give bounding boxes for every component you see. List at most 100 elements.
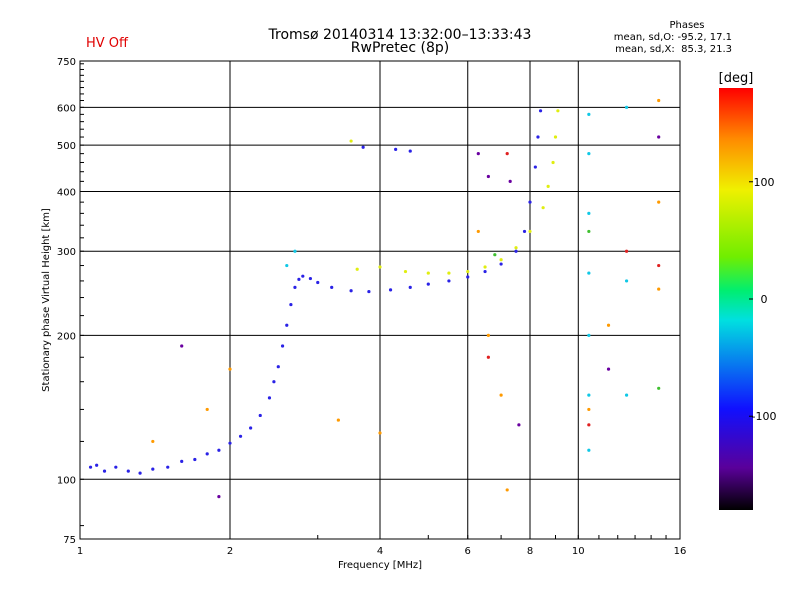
data-point xyxy=(293,285,297,290)
data-point xyxy=(657,98,661,103)
data-point xyxy=(378,431,382,435)
data-point xyxy=(151,439,155,444)
data-point xyxy=(426,282,430,286)
phase-summary-title: Phases xyxy=(669,20,705,31)
data-point xyxy=(308,276,313,281)
data-point xyxy=(394,147,398,151)
data-point xyxy=(228,441,232,445)
data-point xyxy=(499,393,503,397)
chart-subtitle: RwPretec (8p) xyxy=(350,40,450,56)
data-point xyxy=(249,426,253,430)
data-point xyxy=(193,457,197,462)
data-point xyxy=(258,413,262,418)
phase-x-stats: mean, sd,X: 85.3, 21.3 xyxy=(615,44,732,55)
data-point xyxy=(378,265,382,269)
data-point xyxy=(217,494,221,499)
x-tick-label: 16 xyxy=(674,546,687,557)
data-point xyxy=(499,262,503,266)
data-point xyxy=(546,184,550,188)
data-point xyxy=(355,267,359,271)
data-point xyxy=(238,434,243,438)
data-point xyxy=(499,258,503,262)
data-point xyxy=(466,269,470,274)
data-point xyxy=(657,263,661,268)
data-point xyxy=(126,469,130,473)
data-point xyxy=(606,367,611,371)
data-point xyxy=(486,333,490,337)
data-point xyxy=(556,109,560,113)
y-tick-label: 400 xyxy=(57,187,76,198)
x-tick-label: 6 xyxy=(465,546,471,557)
data-point xyxy=(476,229,480,234)
data-point xyxy=(447,279,451,283)
data-point xyxy=(138,471,142,475)
data-point xyxy=(514,249,518,253)
data-point xyxy=(538,109,543,113)
data-point xyxy=(426,271,430,275)
data-point xyxy=(624,249,629,253)
data-point xyxy=(180,344,184,348)
data-point xyxy=(276,365,280,369)
data-point xyxy=(533,165,537,169)
y-tick-label: 500 xyxy=(57,141,76,152)
grid xyxy=(80,61,680,539)
data-point xyxy=(280,344,285,348)
y-tick-label: 200 xyxy=(57,331,76,342)
data-point xyxy=(536,135,540,139)
data-point xyxy=(267,396,272,400)
data-point xyxy=(587,271,591,275)
data-point xyxy=(541,206,545,210)
data-point xyxy=(447,271,451,275)
data-point xyxy=(505,152,509,156)
data-point xyxy=(514,246,518,250)
data-point xyxy=(624,393,629,397)
data-point xyxy=(217,448,221,452)
data-point xyxy=(587,229,591,234)
data-point xyxy=(528,200,532,204)
data-point xyxy=(528,229,532,234)
data-point xyxy=(88,465,93,469)
colorbar xyxy=(719,88,753,510)
data-point xyxy=(408,285,412,290)
data-point xyxy=(657,386,661,390)
data-point xyxy=(205,452,209,456)
data-point xyxy=(486,174,490,179)
data-point xyxy=(587,393,591,397)
phase-summary: Phases mean, sd,O: -95.2, 17.1 mean, sd,… xyxy=(612,20,732,56)
data-point xyxy=(102,469,107,473)
data-point xyxy=(587,423,591,427)
x-axis-label: Frequency [MHz] xyxy=(338,560,422,571)
data-point xyxy=(336,418,340,422)
data-point xyxy=(361,145,365,149)
data-point xyxy=(624,279,629,283)
data-points xyxy=(88,98,661,499)
data-point xyxy=(587,448,591,452)
y-axis-label: Stationary phase Virtual Height [km] xyxy=(41,208,52,392)
data-point xyxy=(388,288,393,292)
data-point xyxy=(301,274,305,278)
data-point xyxy=(330,285,334,290)
y-tick-label: 100 xyxy=(57,475,76,486)
data-point xyxy=(483,265,487,269)
data-point xyxy=(466,275,470,279)
data-point xyxy=(151,467,155,471)
data-point xyxy=(606,323,611,327)
x-tick-label: 2 xyxy=(227,546,233,557)
data-point xyxy=(349,289,353,293)
data-point xyxy=(205,407,209,412)
y-tick-label: 750 xyxy=(57,57,76,68)
data-point xyxy=(483,269,487,274)
colorbar-unit-label: [deg] xyxy=(719,71,754,86)
x-tick-label: 8 xyxy=(527,546,533,557)
data-point xyxy=(403,269,408,274)
x-axis-ticks: 1 2 4 6 8 10 16 xyxy=(77,535,687,557)
data-point xyxy=(587,407,591,412)
data-point xyxy=(293,249,297,253)
chart-title: Tromsø 20140314 13:32:00–13:33:43 xyxy=(268,27,532,43)
data-point xyxy=(272,380,276,384)
data-point xyxy=(553,135,558,139)
data-point xyxy=(285,263,289,268)
colorbar-ticks: 100 0 -100 xyxy=(749,176,776,423)
data-point xyxy=(657,135,661,139)
